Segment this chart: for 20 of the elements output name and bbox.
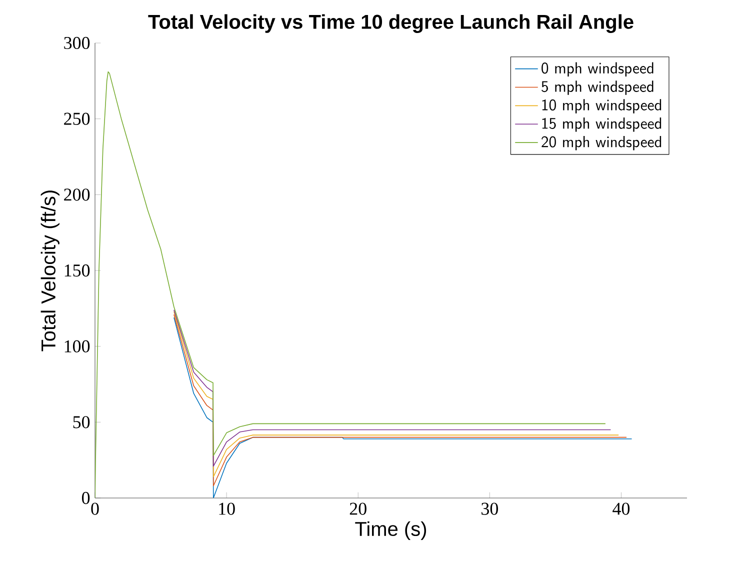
y-tick-label: 100 [64,340,90,352]
x-tick-label: 10 [219,502,235,515]
x-tick-label: 30 [482,502,498,515]
x-axis-title: Time (s) [355,521,426,540]
y-tick-label: 0 [82,492,90,504]
y-tick-label: 50 [73,416,90,428]
legend-label: 0 mph windspeed [542,62,654,76]
legend-label: 10 mph windspeed [542,99,662,114]
y-axis-title: Total Velocity (ft/s) [40,190,60,352]
y-tick-label: 150 [64,264,90,277]
chart-title: Total Velocity vs Time 10 degree Launch Rail Angle [148,14,634,33]
legend-label: 15 mph windspeed [542,118,662,132]
y-tick-label: 300 [64,36,90,50]
y-tick-label: 250 [64,112,90,125]
y-tick-label: 200 [64,188,90,201]
legend-label: 5 mph windspeed [542,80,654,95]
legend-label: 20 mph windspeed [542,136,662,150]
x-tick-label: 0 [91,502,99,515]
x-tick-label: 40 [612,502,630,515]
x-tick-label: 20 [350,502,366,515]
